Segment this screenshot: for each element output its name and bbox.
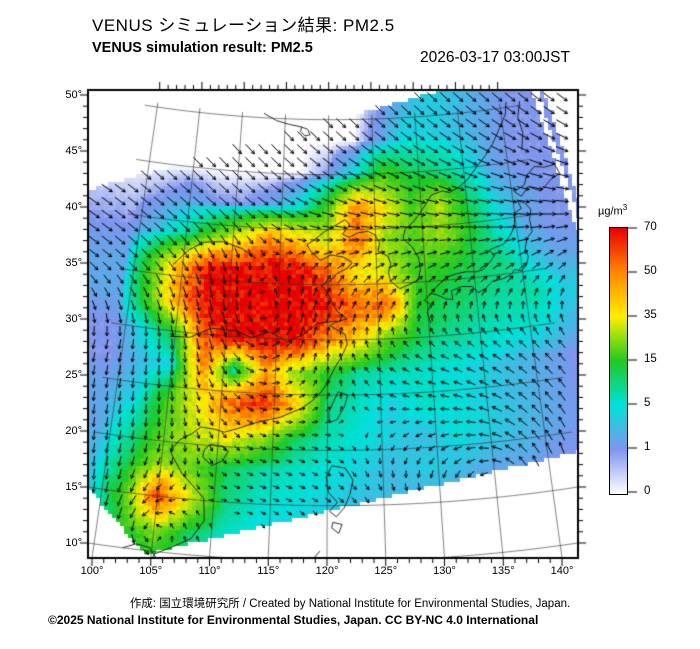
timestamp: 2026-03-17 03:00JST	[420, 49, 570, 66]
colorbar	[609, 227, 628, 495]
footer-credit: 作成: 国立環境研究所 / Created by National Instit…	[129, 598, 571, 610]
colorbar-unit-label: µg/m3	[598, 203, 627, 218]
colorbar-unit-base: µg/m	[598, 205, 623, 218]
colorbar-tick-label: 50	[644, 265, 657, 277]
colorbar-unit-sup: 3	[622, 203, 628, 212]
lat-tick-label: 25°	[65, 369, 82, 381]
colorbar-tick-label: 0	[644, 485, 651, 497]
lat-tick-label: 45°	[65, 145, 82, 157]
lon-tick-label: 130°	[433, 565, 456, 577]
lon-tick-label: 110°	[198, 565, 221, 577]
footer-license: ©2025 National Institute for Environment…	[48, 613, 539, 627]
lat-tick-label: 35°	[65, 257, 82, 269]
lat-tick-label: 40°	[65, 201, 82, 213]
colorbar-tick-label: 70	[644, 221, 657, 233]
colorbar-tick-label: 5	[644, 397, 651, 409]
lat-tick-label: 30°	[65, 313, 82, 325]
colorbar-tick-label: 35	[644, 309, 657, 321]
colorbar-tick-label: 15	[644, 353, 657, 365]
lon-tick-label: 120°	[315, 565, 339, 577]
lat-tick-label: 15°	[65, 481, 82, 493]
lon-tick-label: 105°	[139, 565, 163, 577]
lat-tick-label: 50°	[65, 89, 82, 101]
title-english: VENUS simulation result: PM2.5	[92, 40, 313, 56]
title-japanese: VENUS シミュレーション結果: PM2.5	[92, 16, 395, 35]
lon-tick-label: 125°	[374, 565, 398, 577]
lat-tick-label: 10°	[65, 537, 82, 549]
lon-tick-label: 100°	[80, 565, 104, 577]
lon-tick-label: 115°	[257, 565, 280, 577]
colorbar-tick-label: 1	[644, 441, 651, 453]
lon-tick-label: 140°	[550, 565, 574, 577]
lon-tick-label: 135°	[491, 565, 515, 577]
lat-tick-label: 20°	[65, 425, 82, 437]
